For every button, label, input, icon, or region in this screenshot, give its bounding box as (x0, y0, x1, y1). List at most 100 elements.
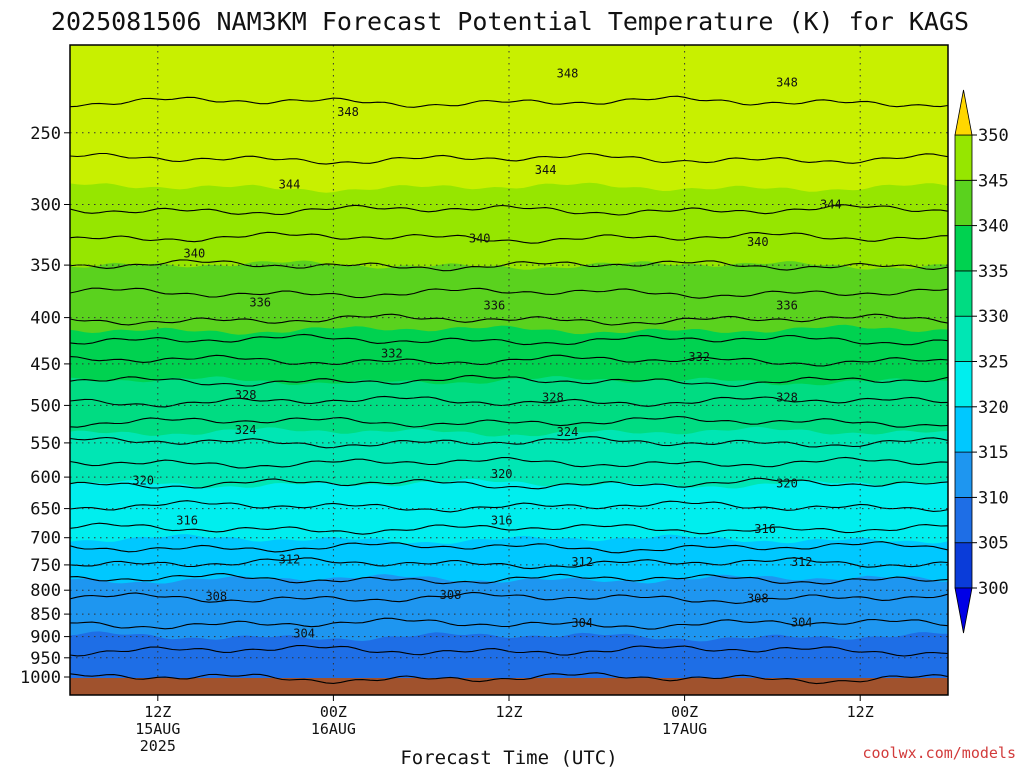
colorbar-swatch-340 (954, 179, 973, 227)
contour-label-344: 344 (535, 163, 557, 177)
colorbar-swatch-335 (954, 225, 973, 272)
colorbar-label-300: 300 (978, 579, 1009, 599)
contour-label-308: 308 (205, 590, 227, 604)
contour-label-304: 304 (571, 616, 593, 630)
colorbar-label-305: 305 (978, 534, 1009, 554)
y-tick-label-450: 450 (30, 355, 61, 375)
contour-label-308: 308 (440, 588, 462, 602)
isentrope-346 (70, 152, 948, 165)
contour-label-316: 316 (176, 514, 198, 528)
colorbar-swatch-315 (954, 406, 973, 453)
isentrope-310 (70, 573, 948, 585)
colorbar-label-315: 315 (978, 443, 1009, 463)
x-tick-label-12z: 12Z (495, 703, 522, 721)
contour-label-308: 308 (747, 592, 769, 606)
y-tick-label-650: 650 (30, 500, 61, 520)
colorbar-swatch-300 (954, 542, 973, 589)
contour-label-336: 336 (776, 299, 798, 313)
isentrope-334 (70, 333, 948, 346)
y-tick-label-500: 500 (30, 396, 61, 416)
colorbar-label-325: 325 (978, 353, 1009, 373)
contour-label-344: 344 (820, 198, 842, 212)
colorbar-swatch-330 (954, 270, 973, 317)
isentrope-302 (70, 672, 948, 685)
temperature-bands (70, 45, 948, 695)
contour-label-348: 348 (337, 105, 359, 119)
x-tick-label-17aug: 17AUG (662, 720, 707, 738)
contour-label-328: 328 (776, 390, 798, 404)
colorbar-swatch-325 (954, 315, 973, 362)
y-tick-label-1000: 1000 (20, 668, 61, 688)
isentrope-336 (70, 313, 948, 326)
colorbar-label-320: 320 (978, 398, 1009, 418)
contour-label-312: 312 (791, 555, 813, 569)
colorbar-swatch-305 (954, 496, 973, 544)
credit-text: coolwx.com/models (862, 744, 1016, 762)
y-tick-label-950: 950 (30, 649, 61, 669)
y-tick-label-550: 550 (30, 434, 61, 454)
colorbar-swatch-310 (954, 451, 973, 498)
x-tick-label-00z: 00Z (320, 703, 347, 721)
isentrope-326 (70, 415, 948, 428)
isentrope-324 (70, 436, 948, 449)
isentrope-306 (70, 617, 948, 630)
colorbar-label-330: 330 (978, 307, 1009, 327)
isentrope-320 (70, 477, 948, 490)
x-tick-label-2025: 2025 (140, 737, 176, 755)
isentrope-308 (70, 591, 948, 604)
contour-label-340: 340 (184, 247, 206, 261)
isentrope-330 (70, 374, 948, 388)
contour-label-320: 320 (491, 467, 513, 481)
contour-labels: 348 348 348 344 344 344 340 340 340 336 336 336 332 3… (132, 66, 842, 641)
isentrope-332 (70, 354, 948, 367)
colorbar-label-310: 310 (978, 488, 1009, 508)
y-tick-label-850: 850 (30, 605, 61, 625)
colorbar-label-335: 335 (978, 262, 1009, 282)
contour-label-328: 328 (235, 388, 257, 402)
colorbar-label-345: 345 (978, 171, 1009, 191)
contour-label-304: 304 (293, 627, 315, 641)
contour-label-328: 328 (542, 390, 564, 404)
colorbar: 300 305 310 315 320 325 330 335 340 345 350 (954, 89, 1009, 634)
isentrope-348 (70, 95, 948, 108)
isentropes (70, 95, 948, 685)
contour-label-316: 316 (491, 514, 513, 528)
contour-label-316: 316 (754, 522, 776, 536)
ground-strip (70, 678, 948, 695)
contour-label-320: 320 (132, 473, 154, 487)
y-tick-label-700: 700 (30, 529, 61, 549)
contour-label-348: 348 (776, 76, 798, 90)
contour-label-340: 340 (747, 235, 769, 249)
contour-label-332: 332 (688, 350, 710, 364)
isentrope-342 (70, 231, 948, 244)
grid-lines (70, 45, 948, 678)
y-tick-label-600: 600 (30, 468, 61, 488)
contour-label-336: 336 (484, 299, 506, 313)
contour-label-324: 324 (235, 423, 257, 437)
contour-label-304: 304 (791, 615, 813, 629)
x-tick-label-12z: 12Z (144, 703, 171, 721)
y-tick-label-250: 250 (30, 124, 61, 144)
y-tick-label-400: 400 (30, 309, 61, 329)
colorbar-extend-top (954, 89, 973, 136)
contour-label-332: 332 (381, 346, 403, 360)
isentrope-318 (70, 500, 948, 513)
isentrope-338 (70, 287, 948, 299)
x-tick-label-00z: 00Z (671, 703, 698, 721)
pressure-axis: 250 300 350 400 450 500 550 600 650 700 750 800 850 9… (20, 124, 70, 688)
y-tick-label-800: 800 (30, 581, 61, 601)
contour-label-340: 340 (469, 231, 491, 245)
contour-label-344: 344 (279, 177, 301, 191)
colorbar-label-350: 350 (978, 126, 1009, 146)
chart-title: 2025081506 NAM3KM Forecast Potential Tem… (51, 7, 969, 36)
colorbar-extend-bottom (954, 587, 973, 634)
colorbar-swatch-320 (954, 361, 973, 408)
colorbar-label-340: 340 (978, 217, 1009, 237)
x-axis-label: Forecast Time (UTC) (400, 747, 617, 768)
isentrope-316 (70, 522, 948, 535)
isentrope-322 (70, 456, 948, 469)
contour-label-320: 320 (776, 477, 798, 491)
isentrope-314 (70, 541, 948, 554)
contour-label-312: 312 (571, 555, 593, 569)
